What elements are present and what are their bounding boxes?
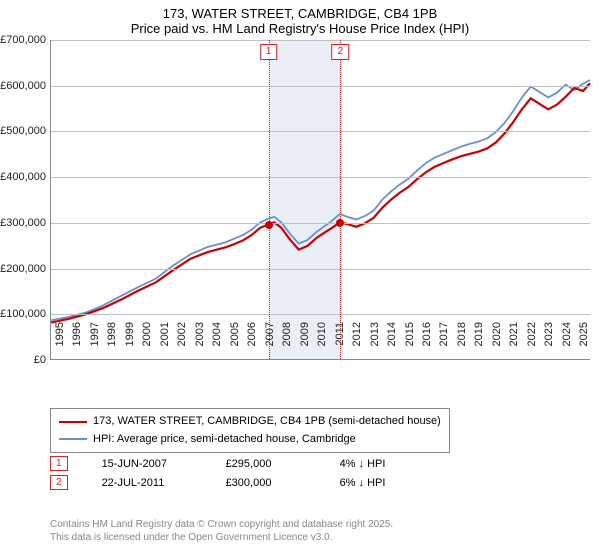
x-axis-label: 2020 — [491, 322, 503, 362]
attribution-line: This data is licensed under the Open Gov… — [50, 531, 393, 544]
y-axis-label: £700,000 — [0, 34, 48, 46]
x-axis-label: 2017 — [438, 322, 450, 362]
x-axis-label: 1999 — [124, 322, 136, 362]
x-axis-label: 2005 — [229, 322, 241, 362]
gridline — [51, 177, 590, 178]
x-axis-label: 2024 — [561, 322, 573, 362]
x-axis-label: 2007 — [264, 322, 276, 362]
y-axis-label: £200,000 — [0, 263, 48, 275]
attribution-line: Contains HM Land Registry data © Crown c… — [50, 518, 393, 531]
plot-area: 12 — [50, 40, 590, 360]
x-axis-label: 1995 — [54, 322, 66, 362]
x-axis-label: 1997 — [89, 322, 101, 362]
x-axis-label: 1996 — [71, 322, 83, 362]
x-axis-label: 2021 — [508, 322, 520, 362]
x-axis-label: 2015 — [404, 322, 416, 362]
gridline — [51, 314, 590, 315]
legend-swatch — [59, 421, 87, 423]
gridline — [51, 223, 590, 224]
x-axis-label: 2011 — [334, 322, 346, 362]
events-table: 1 15-JUN-2007 £295,000 4% ↓ HPI 2 22-JUL-2011… — [50, 456, 385, 494]
series-layer — [51, 40, 590, 359]
x-axis-label: 2010 — [316, 322, 328, 362]
legend: 173, WATER STREET, CAMBRIDGE, CB4 1PB (s… — [50, 408, 450, 453]
x-axis-label: 2025 — [578, 322, 590, 362]
title-block: 173, WATER STREET, CAMBRIDGE, CB4 1PB Pr… — [0, 0, 600, 36]
event-badge: 1 — [50, 456, 68, 471]
x-axis-label: 1998 — [106, 322, 118, 362]
legend-swatch — [59, 438, 87, 440]
event-row: 2 22-JUL-2011 £300,000 6% ↓ HPI — [50, 475, 385, 490]
event-row: 1 15-JUN-2007 £295,000 4% ↓ HPI — [50, 456, 385, 471]
y-axis-label: £100,000 — [0, 308, 48, 320]
event-date: 22-JUL-2011 — [102, 477, 192, 489]
event-price: £300,000 — [226, 477, 306, 489]
event-line-badge: 1 — [260, 44, 278, 60]
event-line-badge: 2 — [332, 44, 350, 60]
chart-container: 173, WATER STREET, CAMBRIDGE, CB4 1PB Pr… — [0, 0, 600, 560]
x-axis-label: 2000 — [141, 322, 153, 362]
gridline — [51, 131, 590, 132]
x-axis-label: 2009 — [299, 322, 311, 362]
sale-marker — [336, 219, 344, 227]
x-axis-label: 2001 — [159, 322, 171, 362]
event-badge: 2 — [50, 475, 68, 490]
event-delta: 6% ↓ HPI — [340, 477, 386, 489]
x-axis-label: 2016 — [421, 322, 433, 362]
series-price_paid — [51, 83, 590, 322]
legend-item: HPI: Average price, semi-detached house,… — [59, 431, 441, 449]
legend-label: HPI: Average price, semi-detached house,… — [93, 431, 356, 449]
series-hpi — [51, 80, 590, 320]
legend-label: 173, WATER STREET, CAMBRIDGE, CB4 1PB (s… — [93, 413, 441, 431]
x-axis-label: 2013 — [369, 322, 381, 362]
chart-area: 12 £0£100,000£200,000£300,000£400,000£50… — [0, 40, 600, 400]
x-axis-label: 2018 — [456, 322, 468, 362]
y-axis-label: £500,000 — [0, 125, 48, 137]
gridline — [51, 269, 590, 270]
sale-marker — [265, 221, 273, 229]
chart-title: 173, WATER STREET, CAMBRIDGE, CB4 1PB — [0, 6, 600, 21]
event-price: £295,000 — [226, 458, 306, 470]
event-line — [340, 40, 341, 359]
x-axis-label: 2023 — [543, 322, 555, 362]
x-axis-label: 2003 — [194, 322, 206, 362]
y-axis-label: £400,000 — [0, 171, 48, 183]
gridline — [51, 40, 590, 41]
x-axis-label: 2019 — [473, 322, 485, 362]
x-axis-label: 2014 — [386, 322, 398, 362]
attribution: Contains HM Land Registry data © Crown c… — [50, 518, 393, 544]
chart-subtitle: Price paid vs. HM Land Registry's House … — [0, 21, 600, 36]
event-date: 15-JUN-2007 — [102, 458, 192, 470]
x-axis-label: 2012 — [351, 322, 363, 362]
x-axis-label: 2008 — [281, 322, 293, 362]
x-axis-label: 2006 — [246, 322, 258, 362]
y-axis-label: £0 — [0, 354, 48, 366]
x-axis-label: 2022 — [526, 322, 538, 362]
y-axis-label: £300,000 — [0, 217, 48, 229]
gridline — [51, 86, 590, 87]
x-axis-label: 2004 — [211, 322, 223, 362]
y-axis-label: £600,000 — [0, 80, 48, 92]
legend-item: 173, WATER STREET, CAMBRIDGE, CB4 1PB (s… — [59, 413, 441, 431]
event-line — [269, 40, 270, 359]
x-axis-label: 2002 — [176, 322, 188, 362]
event-delta: 4% ↓ HPI — [340, 458, 386, 470]
